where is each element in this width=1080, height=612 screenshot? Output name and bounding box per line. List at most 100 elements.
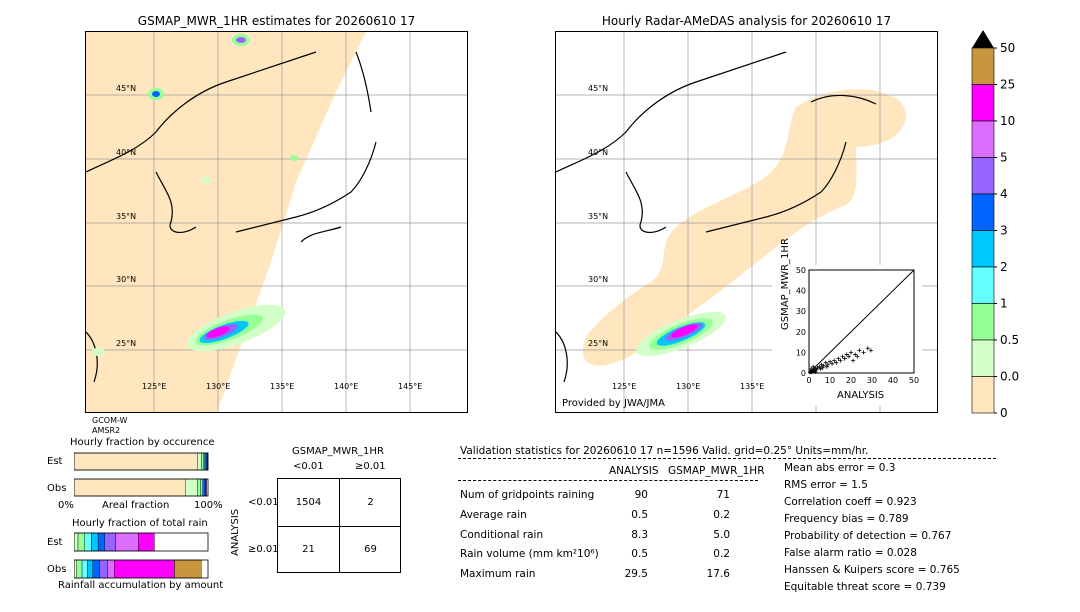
right-lat-label-45: 45°N xyxy=(588,84,609,93)
colorbar-label: 25 xyxy=(1000,78,1015,92)
validation-header: Validation statistics for 20260610 17 n=… xyxy=(460,445,869,457)
scatter-point xyxy=(828,359,832,364)
rain-bar-segment xyxy=(74,532,79,552)
colorbar-label: 50 xyxy=(1000,41,1015,55)
scatter-xtick-label: 20 xyxy=(846,376,856,385)
occurrence-title: Hourly fraction by occurence xyxy=(70,437,215,448)
scatter-point xyxy=(846,354,851,359)
scatter-point xyxy=(853,352,858,357)
left-coastlines xyxy=(86,51,377,383)
contingency-cell-1-1: 69 xyxy=(364,544,377,555)
scatter-point xyxy=(838,358,843,363)
validation-row-analysis: 29.5 xyxy=(624,568,648,580)
rain-bar-segment xyxy=(76,559,83,579)
provider-credit: Provided by JWA/JMA xyxy=(562,398,665,409)
right-lat-label-40: 40°N xyxy=(588,148,609,157)
scatter-point xyxy=(834,360,839,365)
scatter-point xyxy=(851,358,856,363)
occurrence-bar-segment xyxy=(200,478,203,497)
colorbar-label: 0.5 xyxy=(1000,333,1019,347)
right-lon-label-125: 125°E xyxy=(612,382,637,391)
validation-row-label: Average rain xyxy=(460,509,527,521)
scatter-point xyxy=(857,348,862,353)
occurrence-bar-segment xyxy=(74,452,198,471)
contingency-row-lt: <0.01 xyxy=(248,497,279,508)
occurrence-bar-segment xyxy=(203,478,206,497)
contingency-cell-0-1: 2 xyxy=(367,497,374,508)
validation-col-gsmap: GSMAP_MWR_1HR xyxy=(668,465,765,477)
right-lat-label-35: 35°N xyxy=(588,212,609,221)
scatter-xtick-label: 50 xyxy=(909,376,919,385)
colorbar-swatch xyxy=(971,376,995,414)
validation-col-analysis: ANALYSIS xyxy=(609,465,659,477)
score-rms-error: RMS error = 1.5 xyxy=(784,479,868,491)
scatter-point xyxy=(840,354,845,359)
scatter-xtick-label: 40 xyxy=(888,376,898,385)
colorbar-extend-arrow xyxy=(972,30,994,48)
scatter-point xyxy=(868,348,873,353)
scatter-ytick-label: 20 xyxy=(796,328,806,337)
validation-row-analysis: 90 xyxy=(634,489,648,501)
scatter-ytick-label: 10 xyxy=(796,348,806,357)
occurrence-x-max: 100% xyxy=(194,500,223,511)
rain-bar-segment xyxy=(91,532,99,552)
validation-row-analysis: 0.5 xyxy=(631,548,648,560)
scatter-point xyxy=(821,363,826,368)
occurrence-bars xyxy=(74,452,209,497)
colorbar-label: 0.01 xyxy=(1000,370,1020,384)
colorbar-label: 10 xyxy=(1000,114,1015,128)
scatter-xtick-label: 30 xyxy=(867,376,877,385)
scatter-point xyxy=(818,366,823,371)
right-lon-label-135: 135°E xyxy=(740,382,765,391)
left-map-canvas xyxy=(86,32,467,412)
rain-bar-segment xyxy=(114,559,175,579)
colorbar-swatch xyxy=(971,230,995,268)
validation-divider-mid xyxy=(458,480,758,481)
scatter-xtick-label: 10 xyxy=(825,376,835,385)
scatter-point xyxy=(819,362,824,367)
scatter-point xyxy=(811,364,816,369)
left-lon-label-130: 130°E xyxy=(206,382,231,391)
rain-bar-segment xyxy=(92,559,100,579)
scatter-point xyxy=(814,367,819,372)
contingency-col-ge: ≥0.01 xyxy=(355,461,386,472)
left-lon-label-145: 145°E xyxy=(398,382,423,391)
contingency-cell-1-0: 21 xyxy=(302,544,315,555)
scatter-point xyxy=(817,364,822,369)
score-ets: Equitable threat score = 0.739 xyxy=(784,581,946,593)
occurrence-bar-segment xyxy=(202,478,205,497)
occurrence-obs-label: Obs xyxy=(47,483,67,494)
rain-est-label: Est xyxy=(47,537,63,548)
validation-divider-top xyxy=(458,458,996,459)
occurrence-bar-segment xyxy=(185,478,198,497)
rain-fraction-title: Hourly fraction of total rain xyxy=(72,518,208,529)
occurrence-bar-segment xyxy=(201,452,204,471)
left-map-title: GSMAP_MWR_1HR estimates for 20260610 17 xyxy=(137,14,416,28)
left-lat-label-35: 35°N xyxy=(116,212,137,221)
rain-bar-segment xyxy=(77,532,85,552)
left-lon-label-135: 135°E xyxy=(270,382,295,391)
right-map-title: Hourly Radar-AMeDAS analysis for 2026061… xyxy=(601,14,892,28)
rain-bar-segment xyxy=(174,559,202,579)
scatter-point xyxy=(809,370,814,375)
validation-row-analysis: 8.3 xyxy=(631,529,648,541)
right-gridlines xyxy=(556,32,937,412)
satellite-label-2: AMSR2 xyxy=(92,426,121,435)
validation-row-label: Maximum rain xyxy=(460,568,536,580)
scatter-point xyxy=(836,356,841,361)
right-lat-label-30: 30°N xyxy=(588,275,609,284)
right-map-canvas xyxy=(556,32,937,412)
scatter-point xyxy=(811,369,816,374)
colorbar-swatch xyxy=(971,303,995,341)
colorbar: 50 25 10 5 4 3 2 1 0.5 0.01 0 xyxy=(960,28,1027,420)
scatter-ylabel: GSMAP_MWR_1HR xyxy=(780,238,791,330)
scatter-point xyxy=(825,362,830,367)
scatter-point xyxy=(815,365,820,370)
scatter-point xyxy=(820,365,825,370)
colorbar-swatch xyxy=(971,193,995,231)
rain-fraction-bars xyxy=(74,532,209,579)
occurrence-bar-segment xyxy=(203,452,205,471)
rain-bar-frame xyxy=(74,532,209,552)
validation-row-gsmap: 5.0 xyxy=(713,529,730,541)
right-rain-blobs xyxy=(636,311,726,357)
